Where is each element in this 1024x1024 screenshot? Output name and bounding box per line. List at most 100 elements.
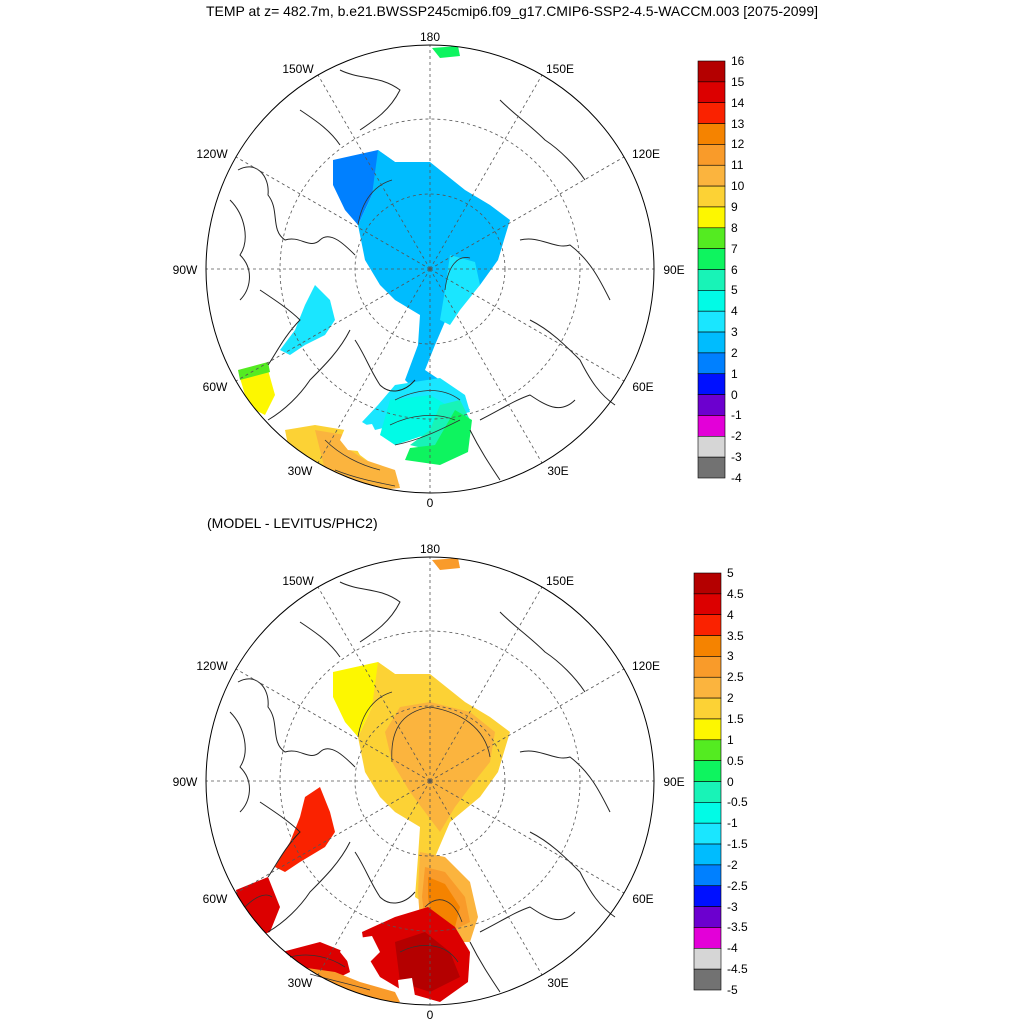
top-colorbar-label: 8	[731, 220, 738, 235]
label-90w: 90W	[172, 775, 198, 789]
label-60w: 60W	[202, 380, 228, 394]
bottom-colorbar-label: -4	[727, 941, 738, 956]
bottom-coastlines	[229, 581, 616, 993]
top-colorbar-label: 7	[731, 241, 738, 256]
bottom-colorbar-label: 4.5	[727, 586, 744, 601]
top-map-panel: 180 150W 150E 120W 120E 90W 90E 60W 60E …	[172, 30, 745, 509]
top-colorbar-label: -4	[731, 471, 742, 485]
bottom-colorbar-label: 5	[727, 566, 734, 580]
label-30w: 30W	[287, 976, 313, 990]
bottom-colorbar-label: 3	[727, 649, 734, 664]
top-colorbar-label: 11	[731, 158, 744, 173]
bottom-colorbar-box	[693, 885, 722, 907]
label-60e: 60E	[632, 892, 654, 906]
bottom-colorbar-label: -2.5	[727, 878, 748, 893]
label-120e: 120E	[631, 659, 661, 673]
bottom-colorbar	[693, 572, 722, 991]
label-90w: 90W	[172, 263, 198, 277]
top-polar-map	[205, 44, 726, 494]
label-150w: 150W	[282, 62, 314, 76]
bottom-colorbar-box	[693, 781, 722, 803]
bottom-colorbar-box	[693, 614, 722, 636]
top-colorbar-label: -3	[731, 450, 742, 465]
bottom-colorbar-box	[693, 760, 722, 782]
top-colorbar-box	[697, 206, 726, 229]
top-colorbar-box	[697, 456, 726, 479]
top-colorbar-box	[697, 227, 726, 249]
label-150e: 150E	[545, 62, 575, 76]
label-150e: 150E	[545, 574, 575, 588]
bottom-colorbar-box	[693, 906, 722, 928]
bottom-colorbar-label: -4.5	[727, 962, 748, 977]
top-colorbar-label: -1	[731, 408, 742, 423]
field-pacific-green	[432, 46, 460, 58]
label-150w: 150W	[282, 574, 314, 588]
bottom-colorbar-label: 2.5	[727, 670, 744, 685]
field-aqua-region	[380, 395, 455, 445]
bottom-colorbar-box	[693, 843, 722, 866]
figure-title: TEMP at z= 482.7m, b.e21.BWSSP245cmip6.f…	[205, 3, 819, 19]
bottom-colorbar-label: 4	[727, 607, 734, 622]
label-30e: 30E	[547, 464, 569, 478]
top-colorbar-box	[697, 290, 726, 312]
bottom-colorbar-box	[693, 802, 722, 824]
bottom-colorbar-box	[693, 927, 722, 949]
top-coastlines	[229, 69, 616, 481]
top-colorbar-box	[697, 164, 726, 187]
island-hole-bottom	[398, 978, 415, 998]
field-baffin-red	[275, 787, 335, 872]
field-blue-basin	[358, 150, 510, 410]
top-colorbar-label: 10	[731, 179, 745, 194]
top-colorbar	[697, 60, 726, 479]
bottom-colorbar-label: -0.5	[727, 795, 748, 810]
label-120w: 120W	[196, 147, 228, 161]
top-colorbar-box	[697, 415, 726, 437]
top-colorbar-label: 2	[731, 345, 738, 360]
field-labrador-red	[236, 877, 280, 937]
label-60e: 60E	[632, 380, 654, 394]
bottom-colorbar-label: -1.5	[727, 837, 748, 852]
top-colorbar-box	[697, 373, 726, 395]
difference-subtitle: (MODEL - LEVITUS/PHC2)	[207, 515, 378, 531]
bottom-colorbar-label: 2	[727, 691, 734, 706]
bottom-colorbar-box	[693, 718, 722, 741]
top-colorbar-box	[697, 435, 726, 458]
top-colorbar-label: 9	[731, 199, 738, 214]
top-colorbar-label: 1	[731, 366, 738, 381]
top-map-boundary	[205, 44, 655, 494]
bottom-colorbar-box	[693, 697, 722, 720]
bottom-map-panel: 180 150W 150E 120W 120E 90W 90E 60W 60E …	[0, 512, 1024, 1024]
bottom-colorbar-box	[693, 947, 722, 970]
label-120e: 120E	[631, 147, 661, 161]
bottom-colorbar-box	[693, 656, 722, 678]
top-colorbar-box	[697, 185, 726, 208]
bottom-colorbar-label: -3.5	[727, 920, 748, 935]
bottom-graticule	[206, 557, 654, 1005]
bottom-colorbar-label: -1	[727, 816, 738, 831]
bottom-colorbar-box	[693, 593, 722, 615]
field-pacific-orange	[432, 558, 460, 570]
field-atlantic-dark-red	[395, 932, 460, 992]
top-colorbar-label: 0	[731, 387, 738, 402]
top-colorbar-box	[697, 331, 726, 354]
iceland-hole	[340, 424, 380, 452]
bottom-colorbar-label: 1	[727, 732, 734, 747]
bottom-colorbar-box	[693, 822, 722, 845]
top-colorbar-label: 16	[731, 54, 745, 68]
bottom-map-boundary	[205, 556, 655, 1006]
top-colorbar-label: -2	[731, 429, 742, 444]
label-60w: 60W	[202, 892, 228, 906]
label-180: 180	[419, 30, 441, 44]
top-colorbar-box	[697, 352, 726, 375]
label-180: 180	[419, 542, 441, 556]
bottom-colorbar-box	[693, 572, 722, 595]
bottom-colorbar-box	[693, 864, 722, 887]
bottom-colorbar-box	[693, 739, 722, 761]
bottom-contours	[244, 691, 491, 991]
bottom-colorbar-label: -2	[727, 857, 738, 872]
label-0: 0	[426, 1008, 434, 1022]
label-90e: 90E	[663, 263, 685, 277]
bottom-colorbar-label: 0	[727, 774, 734, 789]
top-colorbar-box	[697, 248, 726, 270]
bottom-colorbar-box	[693, 968, 722, 991]
